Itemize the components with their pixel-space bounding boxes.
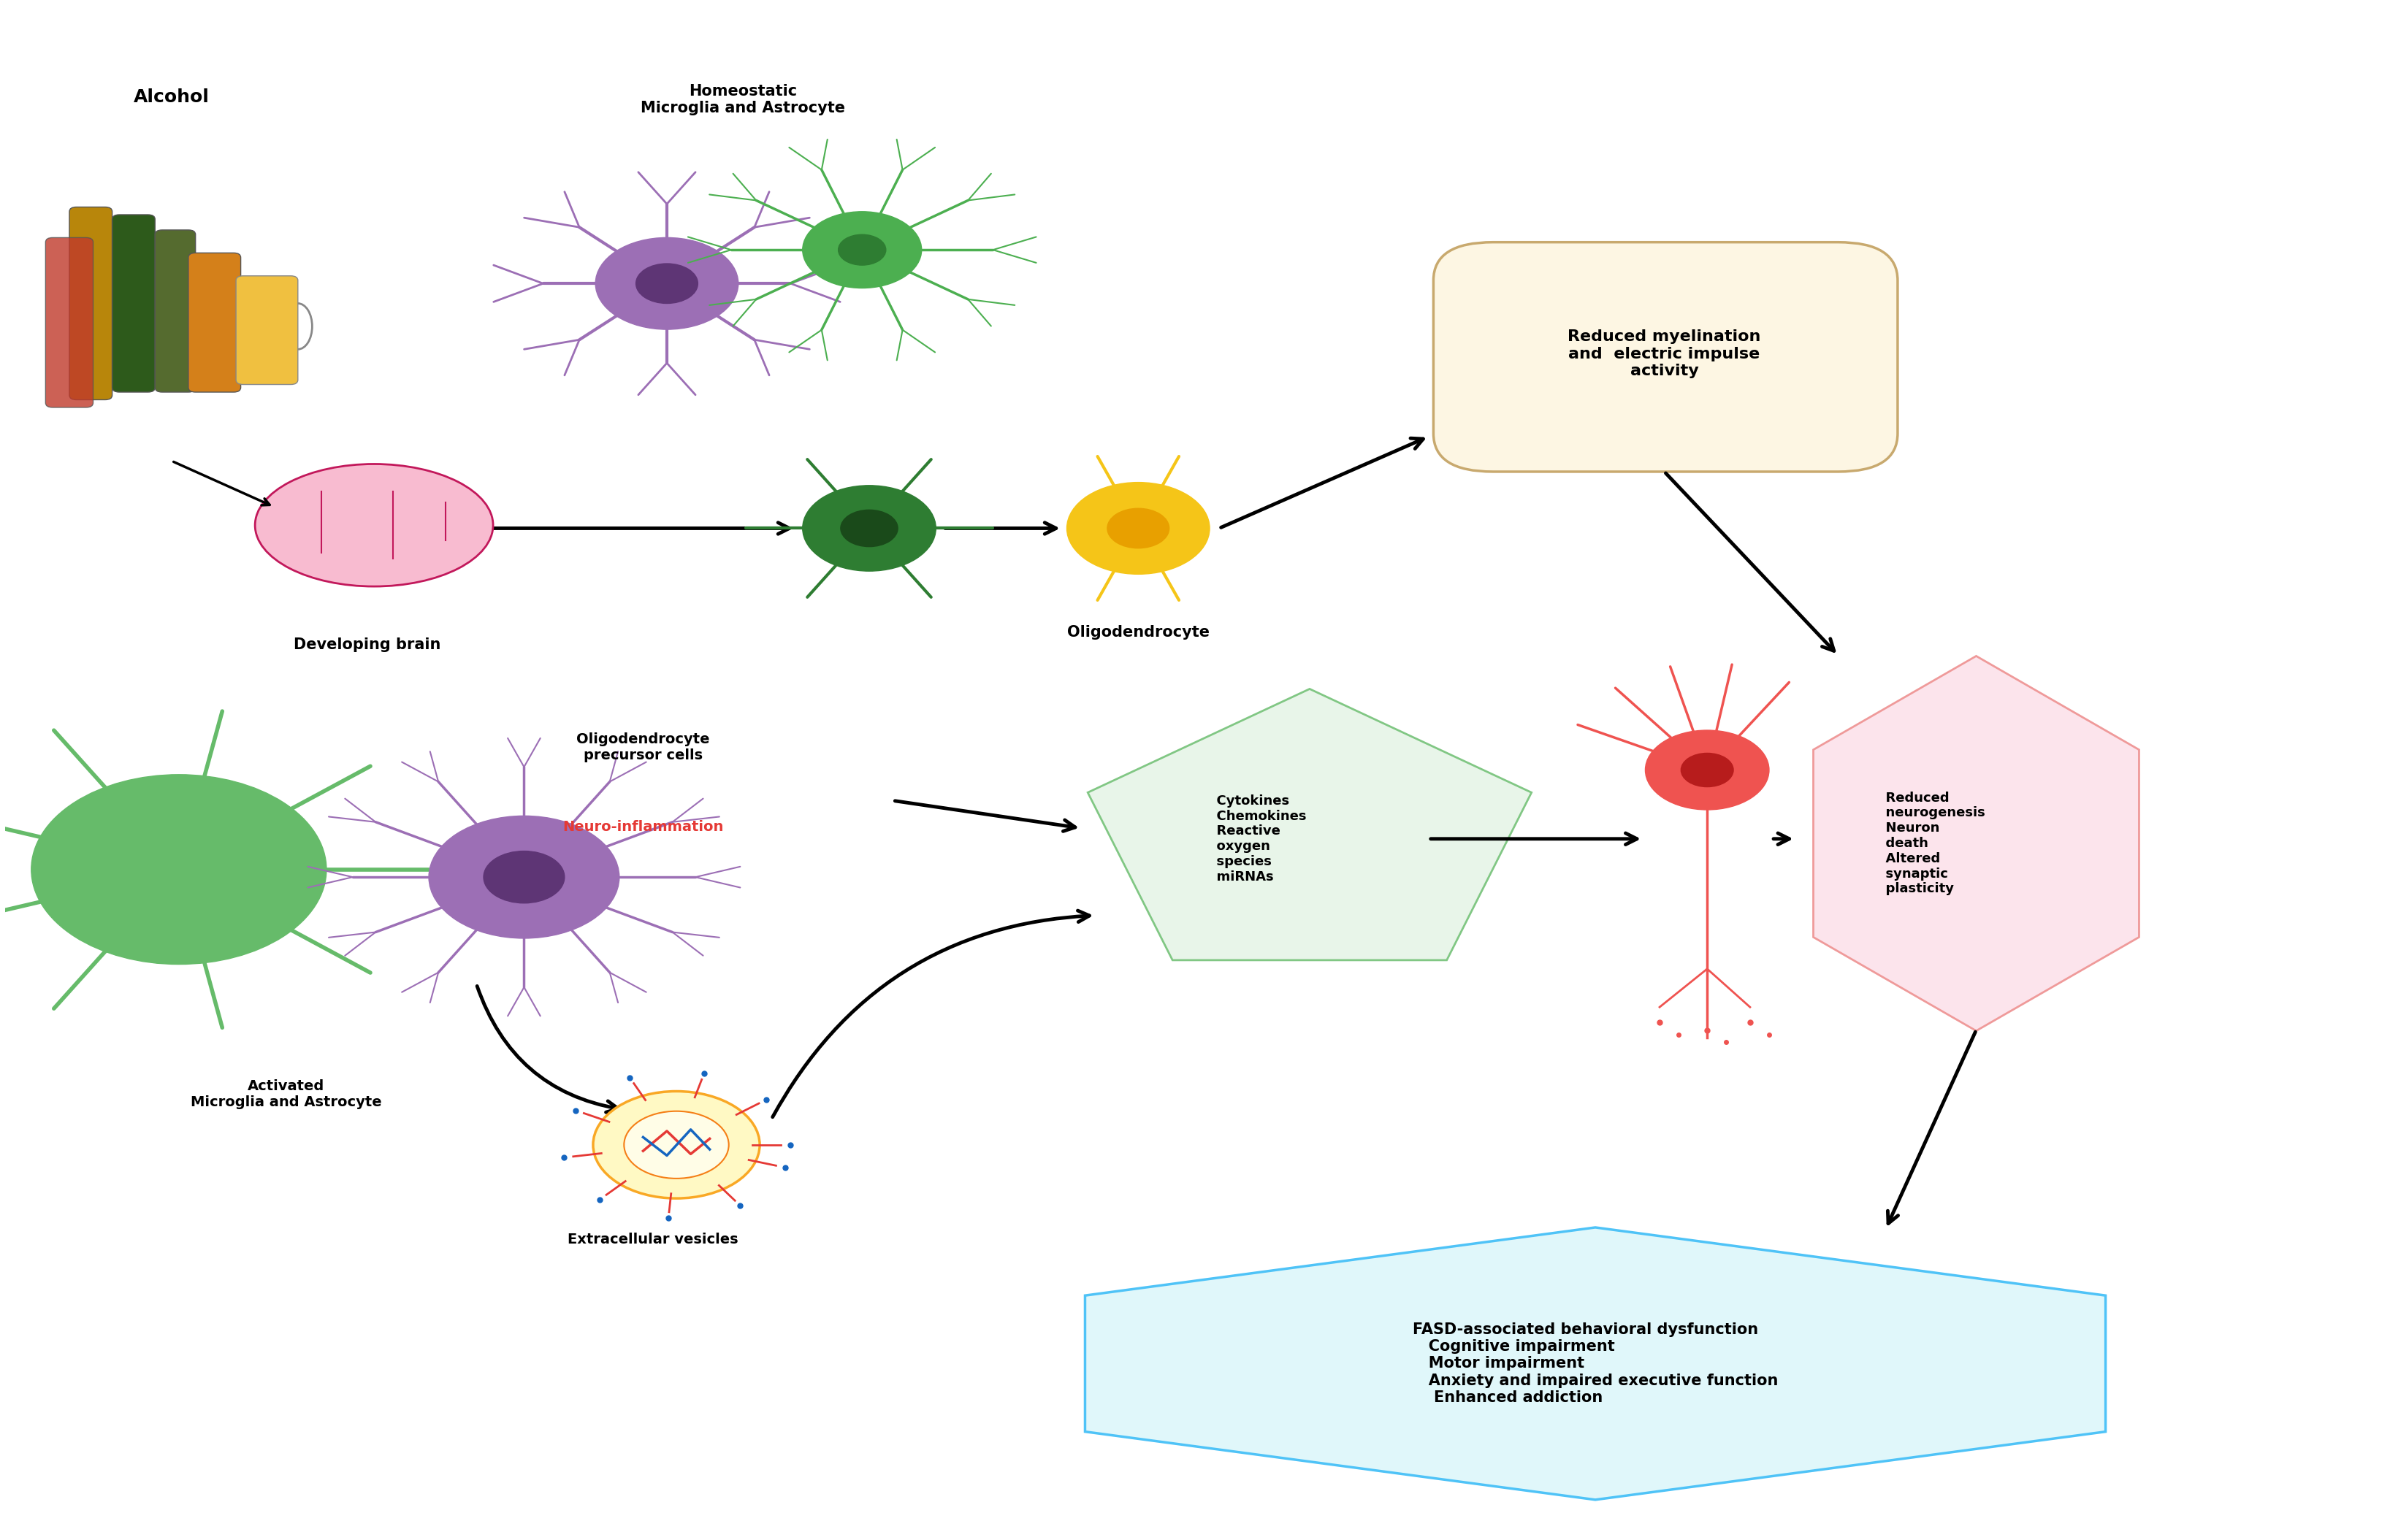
Text: Homeostatic
Microglia and Astrocyte: Homeostatic Microglia and Astrocyte [641, 85, 846, 116]
Polygon shape [1087, 688, 1532, 959]
Text: Reduced myelination
and  electric impulse
activity: Reduced myelination and electric impulse… [1568, 330, 1761, 379]
Text: Extracellular vesicles: Extracellular vesicles [566, 1232, 739, 1246]
FancyBboxPatch shape [69, 206, 112, 400]
Circle shape [1644, 730, 1769, 810]
Text: Oligodendrocyte: Oligodendrocyte [1066, 625, 1209, 639]
FancyBboxPatch shape [189, 253, 241, 393]
Circle shape [1066, 482, 1209, 574]
Polygon shape [1812, 656, 2139, 1030]
Circle shape [624, 1112, 729, 1178]
FancyBboxPatch shape [112, 214, 155, 393]
Text: FASD-associated behavioral dysfunction
   Cognitive impairment
   Motor impairme: FASD-associated behavioral dysfunction C… [1412, 1323, 1778, 1404]
Text: Activated
Microglia and Astrocyte: Activated Microglia and Astrocyte [191, 1080, 382, 1109]
Text: Reduced
  neurogenesis
  Neuron
  death
  Altered
  synaptic
  plasticity: Reduced neurogenesis Neuron death Altere… [1876, 792, 1984, 896]
Circle shape [1107, 508, 1169, 548]
FancyBboxPatch shape [45, 237, 93, 408]
Ellipse shape [256, 464, 492, 587]
Circle shape [593, 1092, 760, 1198]
Text: Neuro-inflammation: Neuro-inflammation [562, 819, 724, 833]
Circle shape [803, 211, 920, 288]
Text: Cytokines
  Chemokines
  Reactive
  oxygen
  species
  miRNAs: Cytokines Chemokines Reactive oxygen spe… [1207, 795, 1305, 884]
Circle shape [31, 775, 327, 964]
Text: Developing brain: Developing brain [294, 638, 440, 651]
Circle shape [841, 510, 899, 547]
Circle shape [636, 263, 698, 303]
Circle shape [839, 234, 887, 265]
Circle shape [803, 485, 934, 571]
Circle shape [428, 816, 619, 938]
Circle shape [483, 852, 564, 902]
Polygon shape [1085, 1227, 2106, 1500]
Circle shape [1680, 753, 1733, 787]
FancyBboxPatch shape [155, 229, 196, 393]
Text: Oligodendrocyte
precursor cells: Oligodendrocyte precursor cells [576, 732, 710, 762]
FancyBboxPatch shape [1434, 242, 1898, 471]
Text: Alcohol: Alcohol [134, 88, 210, 106]
FancyBboxPatch shape [237, 276, 299, 385]
Circle shape [595, 237, 739, 330]
